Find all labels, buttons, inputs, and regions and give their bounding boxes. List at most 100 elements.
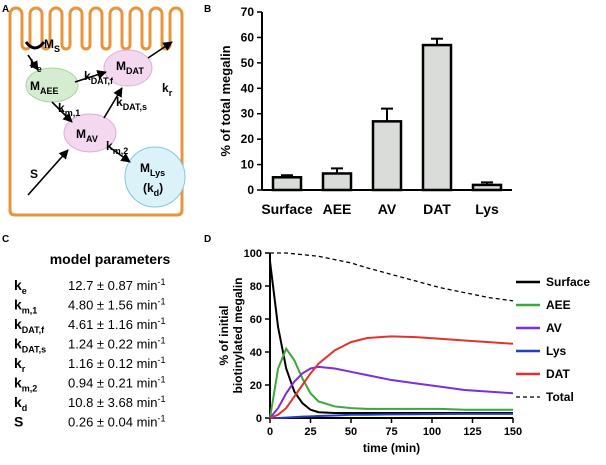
superscript: -1 (158, 316, 166, 326)
parameter-symbol: kDAT,s (14, 336, 46, 355)
diagram-label: kDAT,f (84, 69, 114, 86)
x-tick-label: 50 (345, 426, 357, 438)
y-tick-label: 100 (244, 248, 262, 260)
parameter-value: 1.24 ± 0.22 min-1 (68, 336, 166, 352)
y-axis-label: biotinylated megalin (231, 277, 245, 393)
panel-label: D (204, 234, 211, 245)
subscript: e (22, 286, 27, 296)
parameter-symbol: S (14, 414, 23, 430)
value: 4.61 ± 1.16 min (68, 317, 158, 332)
subscript: m,1 (22, 306, 38, 316)
parameter-symbol: kd (14, 394, 27, 413)
symbol: k (14, 355, 22, 371)
arrow (27, 54, 39, 71)
y-axis-label: % of total megalin (218, 45, 233, 156)
superscript: -1 (158, 355, 166, 365)
value: 0.26 ± 0.04 min (68, 415, 158, 430)
symbol: k (14, 297, 22, 313)
legend-label: AV (546, 321, 562, 335)
value: 1.16 ± 0.12 min (68, 356, 158, 371)
parameter-value: 0.94 ± 0.21 min-1 (68, 375, 166, 391)
parameter-value: 10.8 ± 3.68 min-1 (68, 394, 166, 410)
value: 12.7 ± 0.87 min (68, 278, 158, 293)
arrow (74, 70, 107, 83)
diagram-label: S (30, 167, 38, 181)
diagram-label: MAV (76, 127, 98, 144)
x-tick-label: 0 (267, 426, 273, 438)
symbol: S (14, 414, 23, 430)
y-tick-label: 50 (241, 56, 255, 70)
y-tick-label: 20 (241, 132, 255, 146)
panel-label: C (2, 234, 9, 245)
subscript: r (22, 364, 26, 374)
parameter-symbol: kDAT,f (14, 316, 45, 335)
x-tick-label: Surface (261, 201, 313, 217)
arrow (147, 41, 173, 59)
y-tick-label: 80 (250, 281, 262, 293)
parameter-value: 4.80 ± 1.56 min-1 (68, 297, 166, 313)
arrow (107, 145, 131, 163)
x-tick-label: AEE (323, 201, 352, 217)
series-line (270, 252, 514, 302)
arrow (51, 101, 73, 123)
superscript: -1 (158, 297, 166, 307)
symbol: k (14, 336, 22, 352)
y-tick-label: 30 (241, 107, 255, 121)
bar (421, 43, 453, 192)
y-axis-label: % of initial (217, 306, 231, 366)
superscript: -1 (158, 414, 166, 424)
superscript: -1 (158, 394, 166, 404)
parameters-title: model parameters (50, 251, 171, 267)
diagram-label: MAEE (30, 79, 59, 96)
legend-label: Surface (546, 275, 590, 289)
symbol: k (14, 277, 22, 293)
x-tick-label: 125 (463, 426, 481, 438)
cell-diagram: MS ke MAEE MDAT kr kDAT,f kDAT,s km,1 MA… (8, 6, 186, 217)
value: 1.24 ± 0.22 min (68, 337, 158, 352)
value: 0.94 ± 0.21 min (68, 376, 158, 391)
subscript: DAT,s (22, 345, 46, 355)
parameter-value: 4.61 ± 1.16 min-1 (68, 316, 166, 332)
x-tick-label: 150 (504, 426, 522, 438)
dat-compartment (103, 49, 153, 87)
parameter-symbol: kr (14, 355, 26, 374)
symbol: k (14, 394, 22, 410)
superscript: -1 (158, 336, 166, 346)
y-tick-label: 70 (241, 5, 255, 19)
x-tick-label: DAT (423, 201, 451, 217)
diagram-label: MLys (140, 161, 165, 178)
legend-label: DAT (546, 367, 570, 381)
y-tick-label: 40 (250, 347, 262, 359)
x-tick-label: AV (378, 201, 397, 217)
av-compartment (63, 113, 117, 153)
legend-label: Lys (546, 344, 567, 358)
subscript: d (22, 403, 28, 413)
diagram-label: (kd) (143, 181, 163, 198)
diagram-label: MS (44, 37, 60, 54)
y-tick-label: 0 (256, 413, 262, 425)
parameter-symbol: ke (14, 277, 27, 296)
superscript: -1 (158, 375, 166, 385)
x-tick-label: 75 (385, 426, 397, 438)
subscript: m,2 (22, 384, 38, 394)
legend-label: Total (546, 390, 574, 404)
lys-compartment (124, 146, 186, 208)
bar (371, 120, 403, 192)
value: 10.8 ± 3.68 min (68, 395, 158, 410)
value: 4.80 ± 1.56 min (68, 298, 158, 313)
series-line (269, 335, 514, 419)
diagram-label: ke (30, 57, 42, 74)
bar (471, 183, 503, 192)
subscript: DAT,f (22, 325, 45, 335)
panel-label: B (204, 4, 211, 15)
series-line (270, 412, 513, 419)
diagram-label: kDAT,s (116, 95, 147, 112)
series-line (269, 346, 513, 419)
superscript: -1 (158, 277, 166, 287)
panel-label: A (2, 4, 9, 15)
arrow (27, 149, 69, 196)
y-tick-label: 10 (241, 158, 255, 172)
x-axis-label: time (min) (363, 441, 420, 455)
y-tick-label: 60 (241, 30, 255, 44)
series-line (269, 365, 514, 419)
